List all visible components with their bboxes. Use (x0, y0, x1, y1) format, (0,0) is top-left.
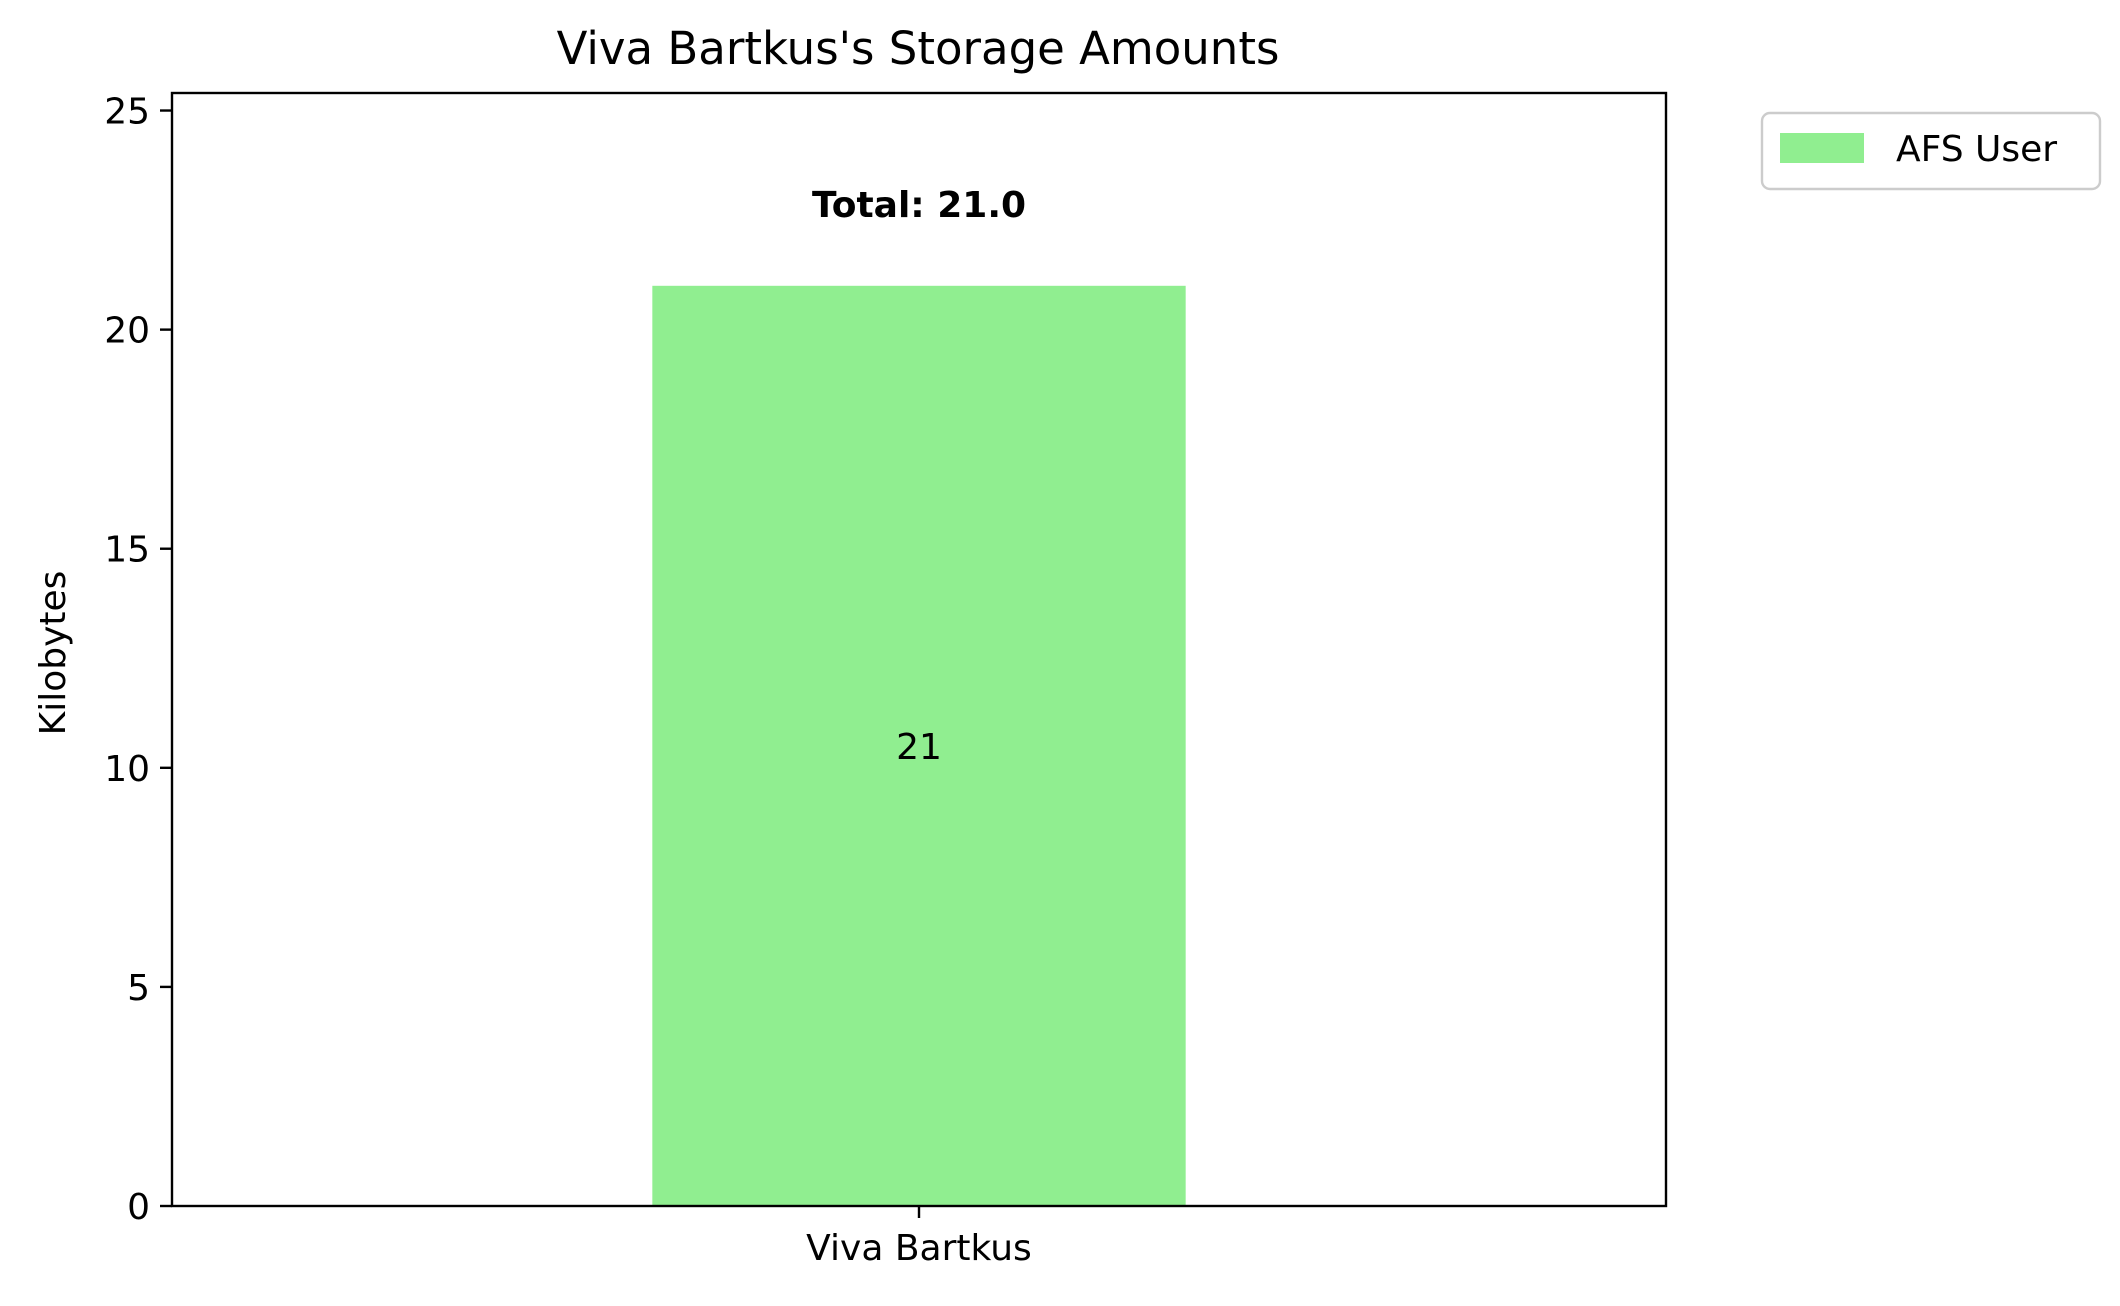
bar-value-label: 21 (896, 727, 942, 768)
y-tick-label: 0 (127, 1187, 150, 1228)
legend: AFS User (1760, 111, 2102, 191)
x-axis: Viva Bartkus (806, 1206, 1032, 1269)
chart-title: Viva Bartkus's Storage Amounts (557, 22, 1280, 75)
y-tick-label: 5 (127, 968, 150, 1009)
y-axis-label: Kilobytes (33, 571, 74, 736)
legend-box (1760, 111, 2102, 191)
y-tick-label: 10 (104, 749, 150, 790)
legend-swatch (1780, 133, 1864, 163)
x-tick-label: Viva Bartkus (806, 1228, 1032, 1269)
bars-layer (652, 285, 1186, 1206)
data-labels-layer: 21 Total: 21.0 (812, 185, 1026, 768)
y-axis: 0 5 10 15 20 25 (104, 92, 172, 1228)
bar-afs-user (652, 285, 1186, 1206)
y-tick-label: 20 (104, 311, 150, 352)
y-tick-label: 15 (104, 530, 150, 571)
total-label: Total: 21.0 (812, 185, 1026, 226)
y-tick-label: 25 (104, 92, 150, 133)
legend-label: AFS User (1896, 129, 2057, 170)
plot-area-frame (170, 91, 1668, 1208)
